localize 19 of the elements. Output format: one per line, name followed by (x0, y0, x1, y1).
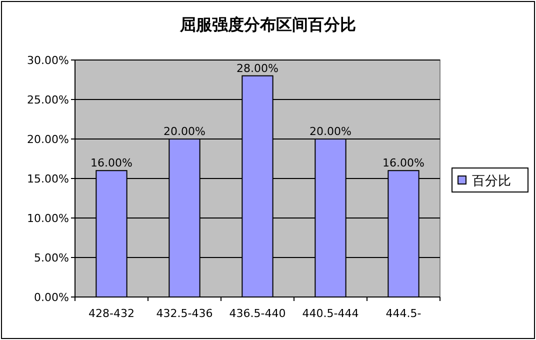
x-tick-label: 436.5-440 (229, 307, 286, 320)
text: 20.00% (164, 125, 206, 138)
y-tick-label: 30.00% (27, 54, 69, 67)
x-tick-label: 432.5-436 (156, 307, 213, 320)
y-tick-label: 20.00% (27, 133, 69, 146)
x-tick-label: 444.5- (386, 307, 422, 320)
x-tick-label: 440.5-444 (302, 307, 359, 320)
text: 16.00% (90, 156, 132, 170)
y-tick-label: 25.00% (27, 94, 69, 106)
y-tick-label: 10.00% (27, 212, 69, 225)
legend-label: 百分比 (472, 174, 511, 189)
y-tick-label: 0.00% (34, 291, 69, 304)
chart-title: 屈服强度分布区间百分比 (179, 15, 356, 34)
y-tick-label: 15.00% (27, 172, 69, 186)
text: 28.00% (236, 62, 278, 75)
x-tick-label: 428-432 (88, 307, 134, 320)
text: 20.00% (310, 125, 352, 138)
text: 16.00% (382, 156, 424, 170)
y-tick-label: 5.00% (34, 252, 69, 264)
